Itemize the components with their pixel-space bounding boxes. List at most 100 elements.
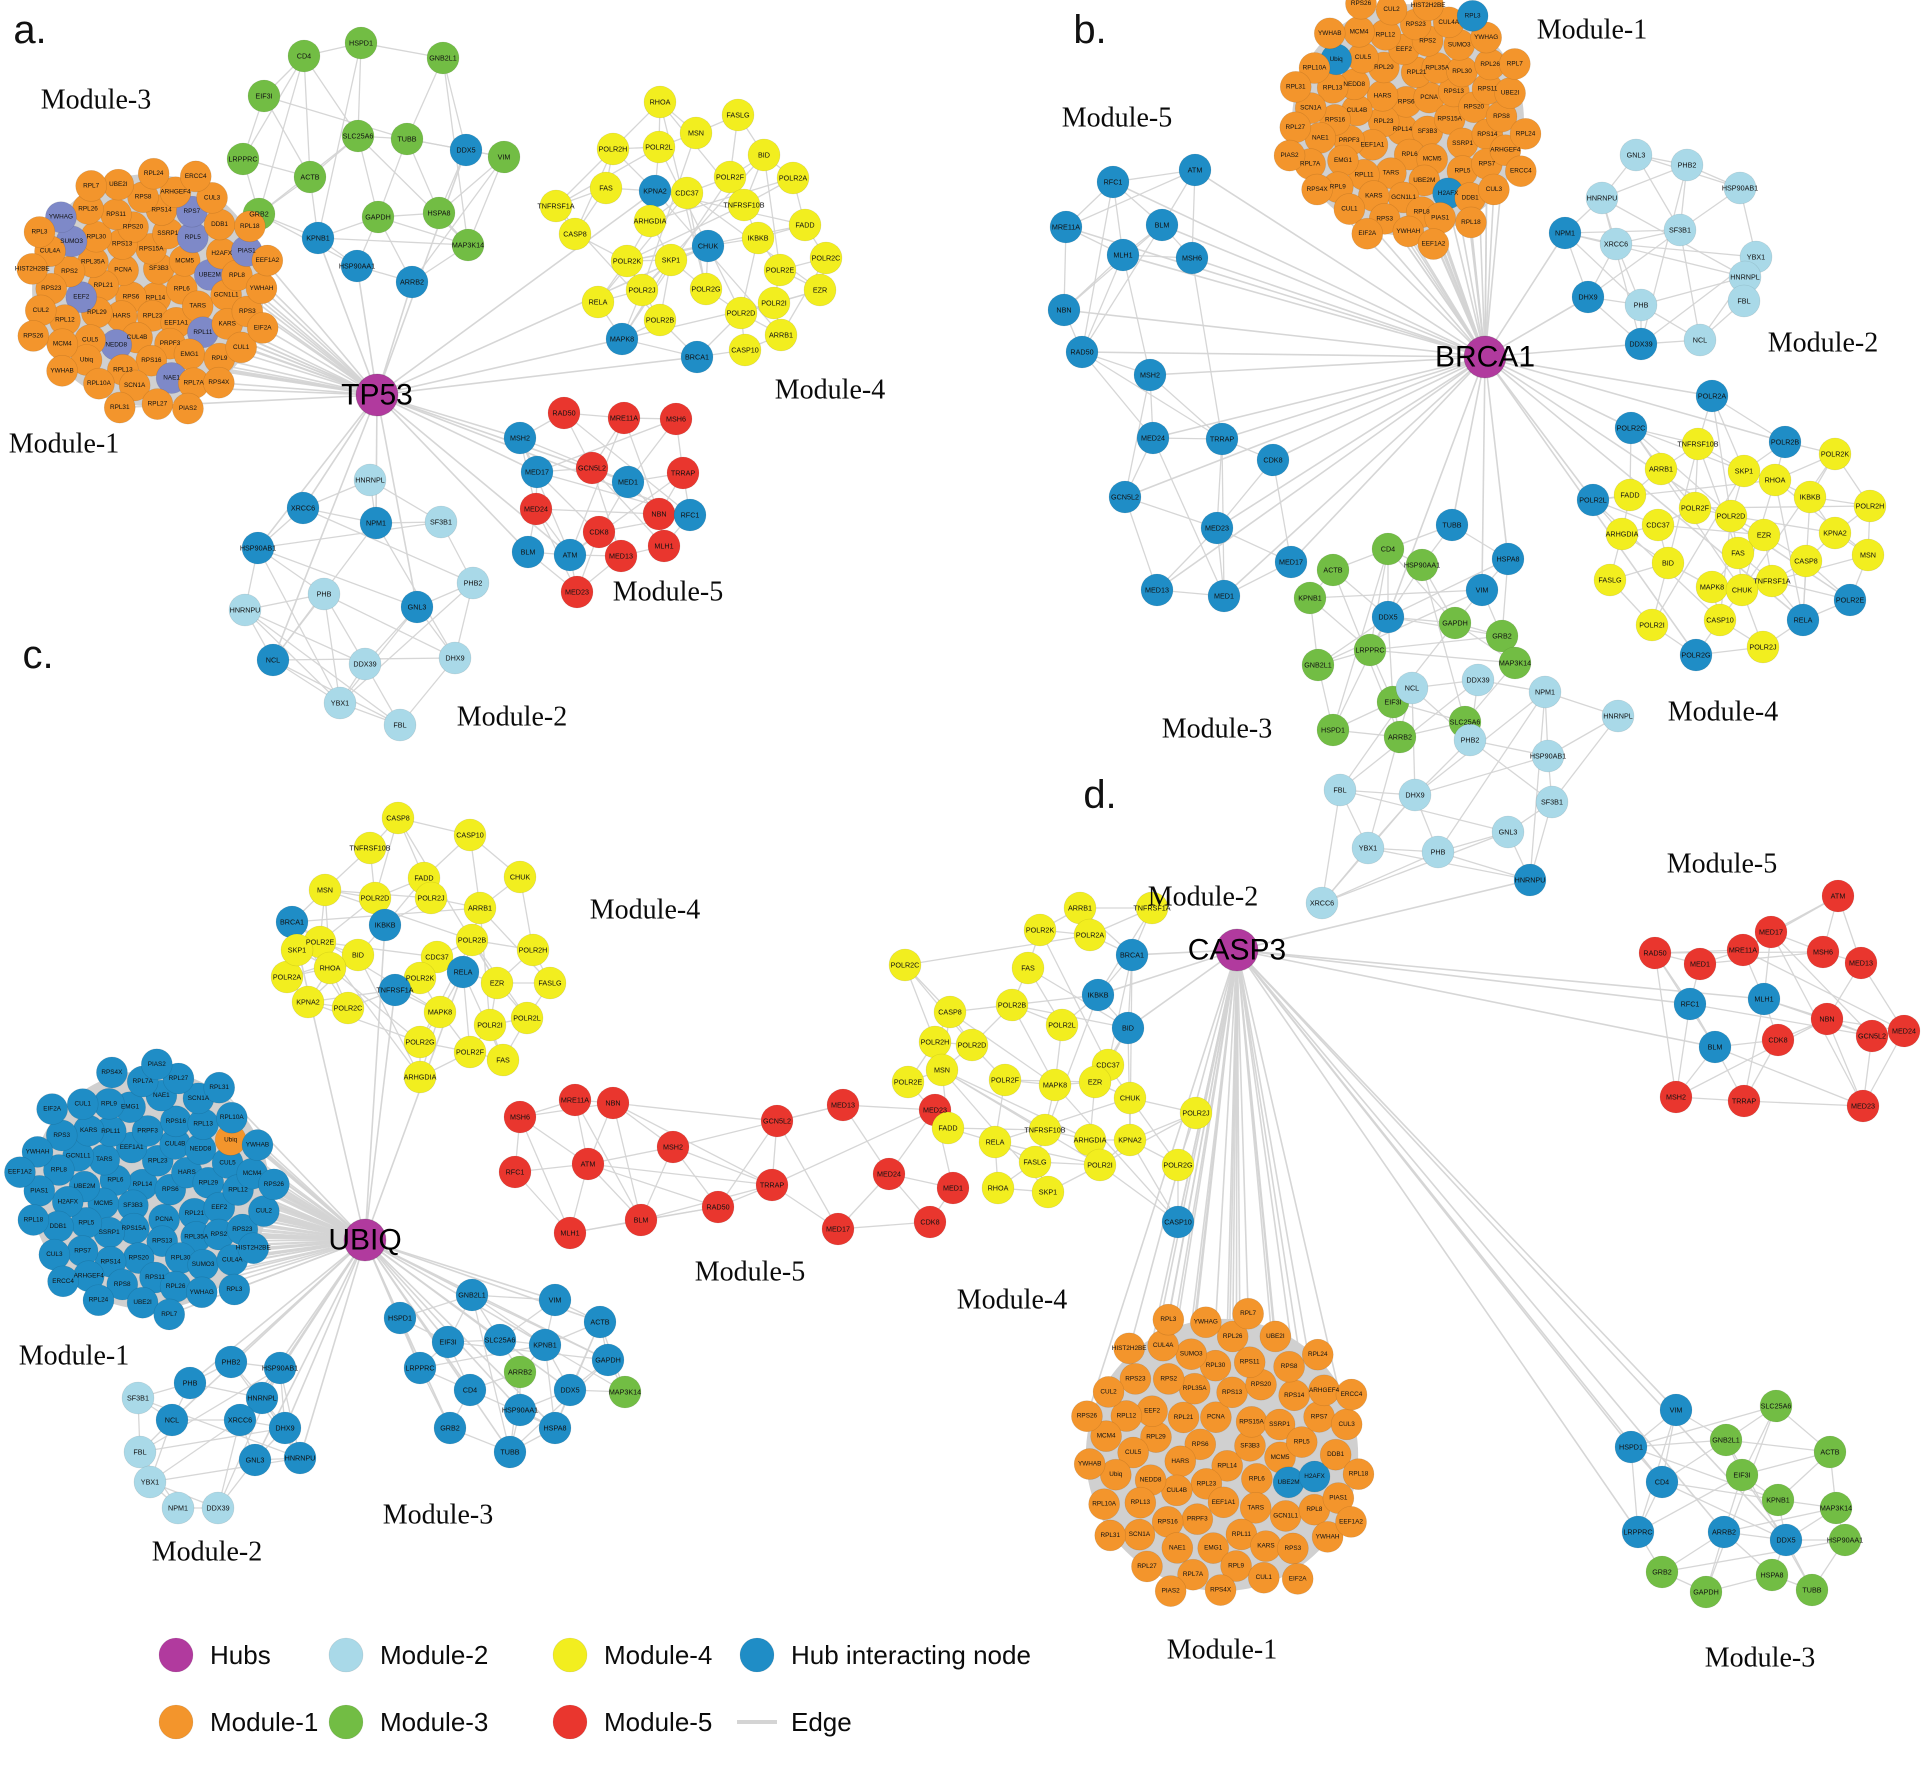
gene-node-YWHAB (46, 355, 78, 387)
gene-node-TARS (1239, 1492, 1272, 1524)
edge (364, 1239, 571, 1391)
gene-label-MED17: MED17 (826, 1225, 850, 1234)
gene-node-FADD (1613, 478, 1647, 512)
edge (376, 394, 418, 608)
gene-node-TUBB (493, 1435, 527, 1469)
gene-node-IKBKB (741, 221, 775, 255)
gene-node-RELA (1786, 603, 1820, 637)
gene-node-RPL10A (215, 1101, 248, 1134)
gene-node-EIF2A (1281, 1563, 1314, 1595)
gene-label-RPS16: RPS16 (141, 357, 162, 364)
gene-label-POLR2G: POLR2G (1681, 651, 1711, 660)
gene-node-GCN5L2 (575, 451, 609, 485)
gene-node-DDX39 (1624, 327, 1658, 361)
edge (1236, 879, 1531, 951)
gene-label-RPL8: RPL8 (229, 272, 245, 279)
gene-node-MED24 (1887, 1014, 1921, 1048)
edge (1367, 687, 1413, 849)
gene-node-KPNA2 (1818, 516, 1852, 550)
gene-label-RPL30: RPL30 (171, 1255, 191, 1262)
gene-label-PCNA: PCNA (1207, 1414, 1225, 1421)
edge (1630, 427, 1732, 517)
gene-label-HSP90AB1: HSP90AB1 (240, 544, 276, 553)
edge (1661, 1481, 1787, 1541)
edge (317, 42, 362, 239)
gene-label-RPL31: RPL31 (209, 1084, 229, 1091)
gene-label-CASP10: CASP10 (456, 831, 484, 840)
gene-label-CHUK: CHUK (510, 873, 531, 882)
gene-label-GRB2: GRB2 (249, 210, 269, 219)
gene-node-ACTB (583, 1305, 617, 1339)
gene-label-DDX39: DDX39 (353, 660, 376, 669)
gene-label-CUL1: CUL1 (1256, 1574, 1273, 1581)
gene-node-TRRAP (1727, 1084, 1761, 1118)
gene-node-FADD (931, 1111, 965, 1145)
gene-label-RHOA: RHOA (1765, 476, 1786, 485)
edge (1387, 558, 1509, 618)
gene-label-POLR2H: POLR2H (921, 1038, 950, 1047)
gene-node-DHX9 (438, 641, 472, 675)
gene-node-MED1 (1683, 947, 1717, 981)
gene-label-RPL27: RPL27 (148, 401, 168, 408)
gene-node-FASLG (1593, 563, 1627, 597)
gene-label-RPL24: RPL24 (1516, 130, 1536, 137)
gene-node-RPL18 (1342, 1458, 1375, 1490)
gene-node-CD4 (287, 39, 321, 73)
edge (1272, 356, 1486, 461)
edge (364, 1239, 546, 1346)
gene-label-RPL30: RPL30 (1452, 68, 1472, 75)
gene-node-POLR2G (1679, 638, 1713, 672)
gene-label-EEF1A1: EEF1A1 (164, 319, 188, 326)
gene-label-ARHGDIA: ARHGDIA (1606, 530, 1639, 539)
gene-label-BRCA1: BRCA1 (280, 918, 304, 927)
gene-label-CUL4B: CUL4B (1347, 107, 1368, 114)
gene-label-CDK8: CDK8 (589, 528, 608, 537)
legend-label: Module-1 (210, 1707, 318, 1737)
gene-label-CUL3: CUL3 (1486, 186, 1503, 193)
gene-label-PCNA: PCNA (1420, 94, 1438, 101)
gene-node-DHX9 (1571, 280, 1605, 314)
gene-node-NBN (1810, 1002, 1844, 1036)
gene-label-H2AFX: H2AFX (1304, 1473, 1325, 1480)
gene-label-CDC37: CDC37 (1096, 1061, 1120, 1070)
gene-label-SKP1: SKP1 (1735, 467, 1753, 476)
gene-label-CHUK: CHUK (1120, 1094, 1141, 1103)
gene-node-MSN (679, 116, 713, 150)
edge (1484, 189, 1495, 358)
edge (317, 237, 378, 396)
gene-label-RAD50: RAD50 (1070, 348, 1093, 357)
gene-label-MCM4: MCM4 (53, 341, 72, 348)
gene-node-FBL (383, 708, 417, 742)
gene-label-SUMO3: SUMO3 (1448, 41, 1471, 48)
edge (1216, 356, 1486, 529)
gene-node-RPL26 (1216, 1320, 1249, 1353)
edge (1742, 949, 1905, 1032)
gene-label-SKP1: SKP1 (662, 256, 680, 265)
gene-label-EZR: EZR (1088, 1078, 1102, 1087)
legend-label: Hubs (210, 1640, 271, 1670)
gene-label-FASLG: FASLG (1023, 1158, 1047, 1167)
gene-node-UBE2I (126, 1286, 159, 1319)
gene-label-TNFRSF10B: TNFRSF10B (1677, 440, 1718, 449)
gene-label-RPS11: RPS11 (1240, 1359, 1260, 1366)
gene-node-KPNA2 (1113, 1123, 1147, 1157)
gene-node-TNFRSF1A (1755, 564, 1789, 598)
gene-node-YWHAB (241, 1129, 274, 1161)
gene-label-HNRNPL: HNRNPL (1730, 273, 1760, 282)
gene-label-CDK8: CDK8 (920, 1218, 939, 1227)
gene-label-RFC1: RFC1 (1104, 178, 1123, 187)
gene-label-RPL7A: RPL7A (1183, 1571, 1204, 1578)
gene-label-POLR2H: POLR2H (1856, 502, 1885, 511)
edge (319, 941, 438, 958)
gene-label-CUL5: CUL5 (219, 1159, 236, 1166)
gene-label-POLR2I: POLR2I (1639, 621, 1665, 630)
gene-label-RPL31: RPL31 (1100, 1532, 1120, 1539)
gene-node-PHB (173, 1366, 207, 1400)
gene-node-MRE11A (607, 401, 641, 435)
gene-label-ARRB2: ARRB2 (508, 1368, 532, 1377)
gene-label-EIF3I: EIF3I (1384, 698, 1401, 707)
gene-label-TUBB: TUBB (1802, 1586, 1821, 1595)
gene-node-LRPPRC (226, 142, 260, 176)
gene-node-MED1 (1207, 579, 1241, 613)
